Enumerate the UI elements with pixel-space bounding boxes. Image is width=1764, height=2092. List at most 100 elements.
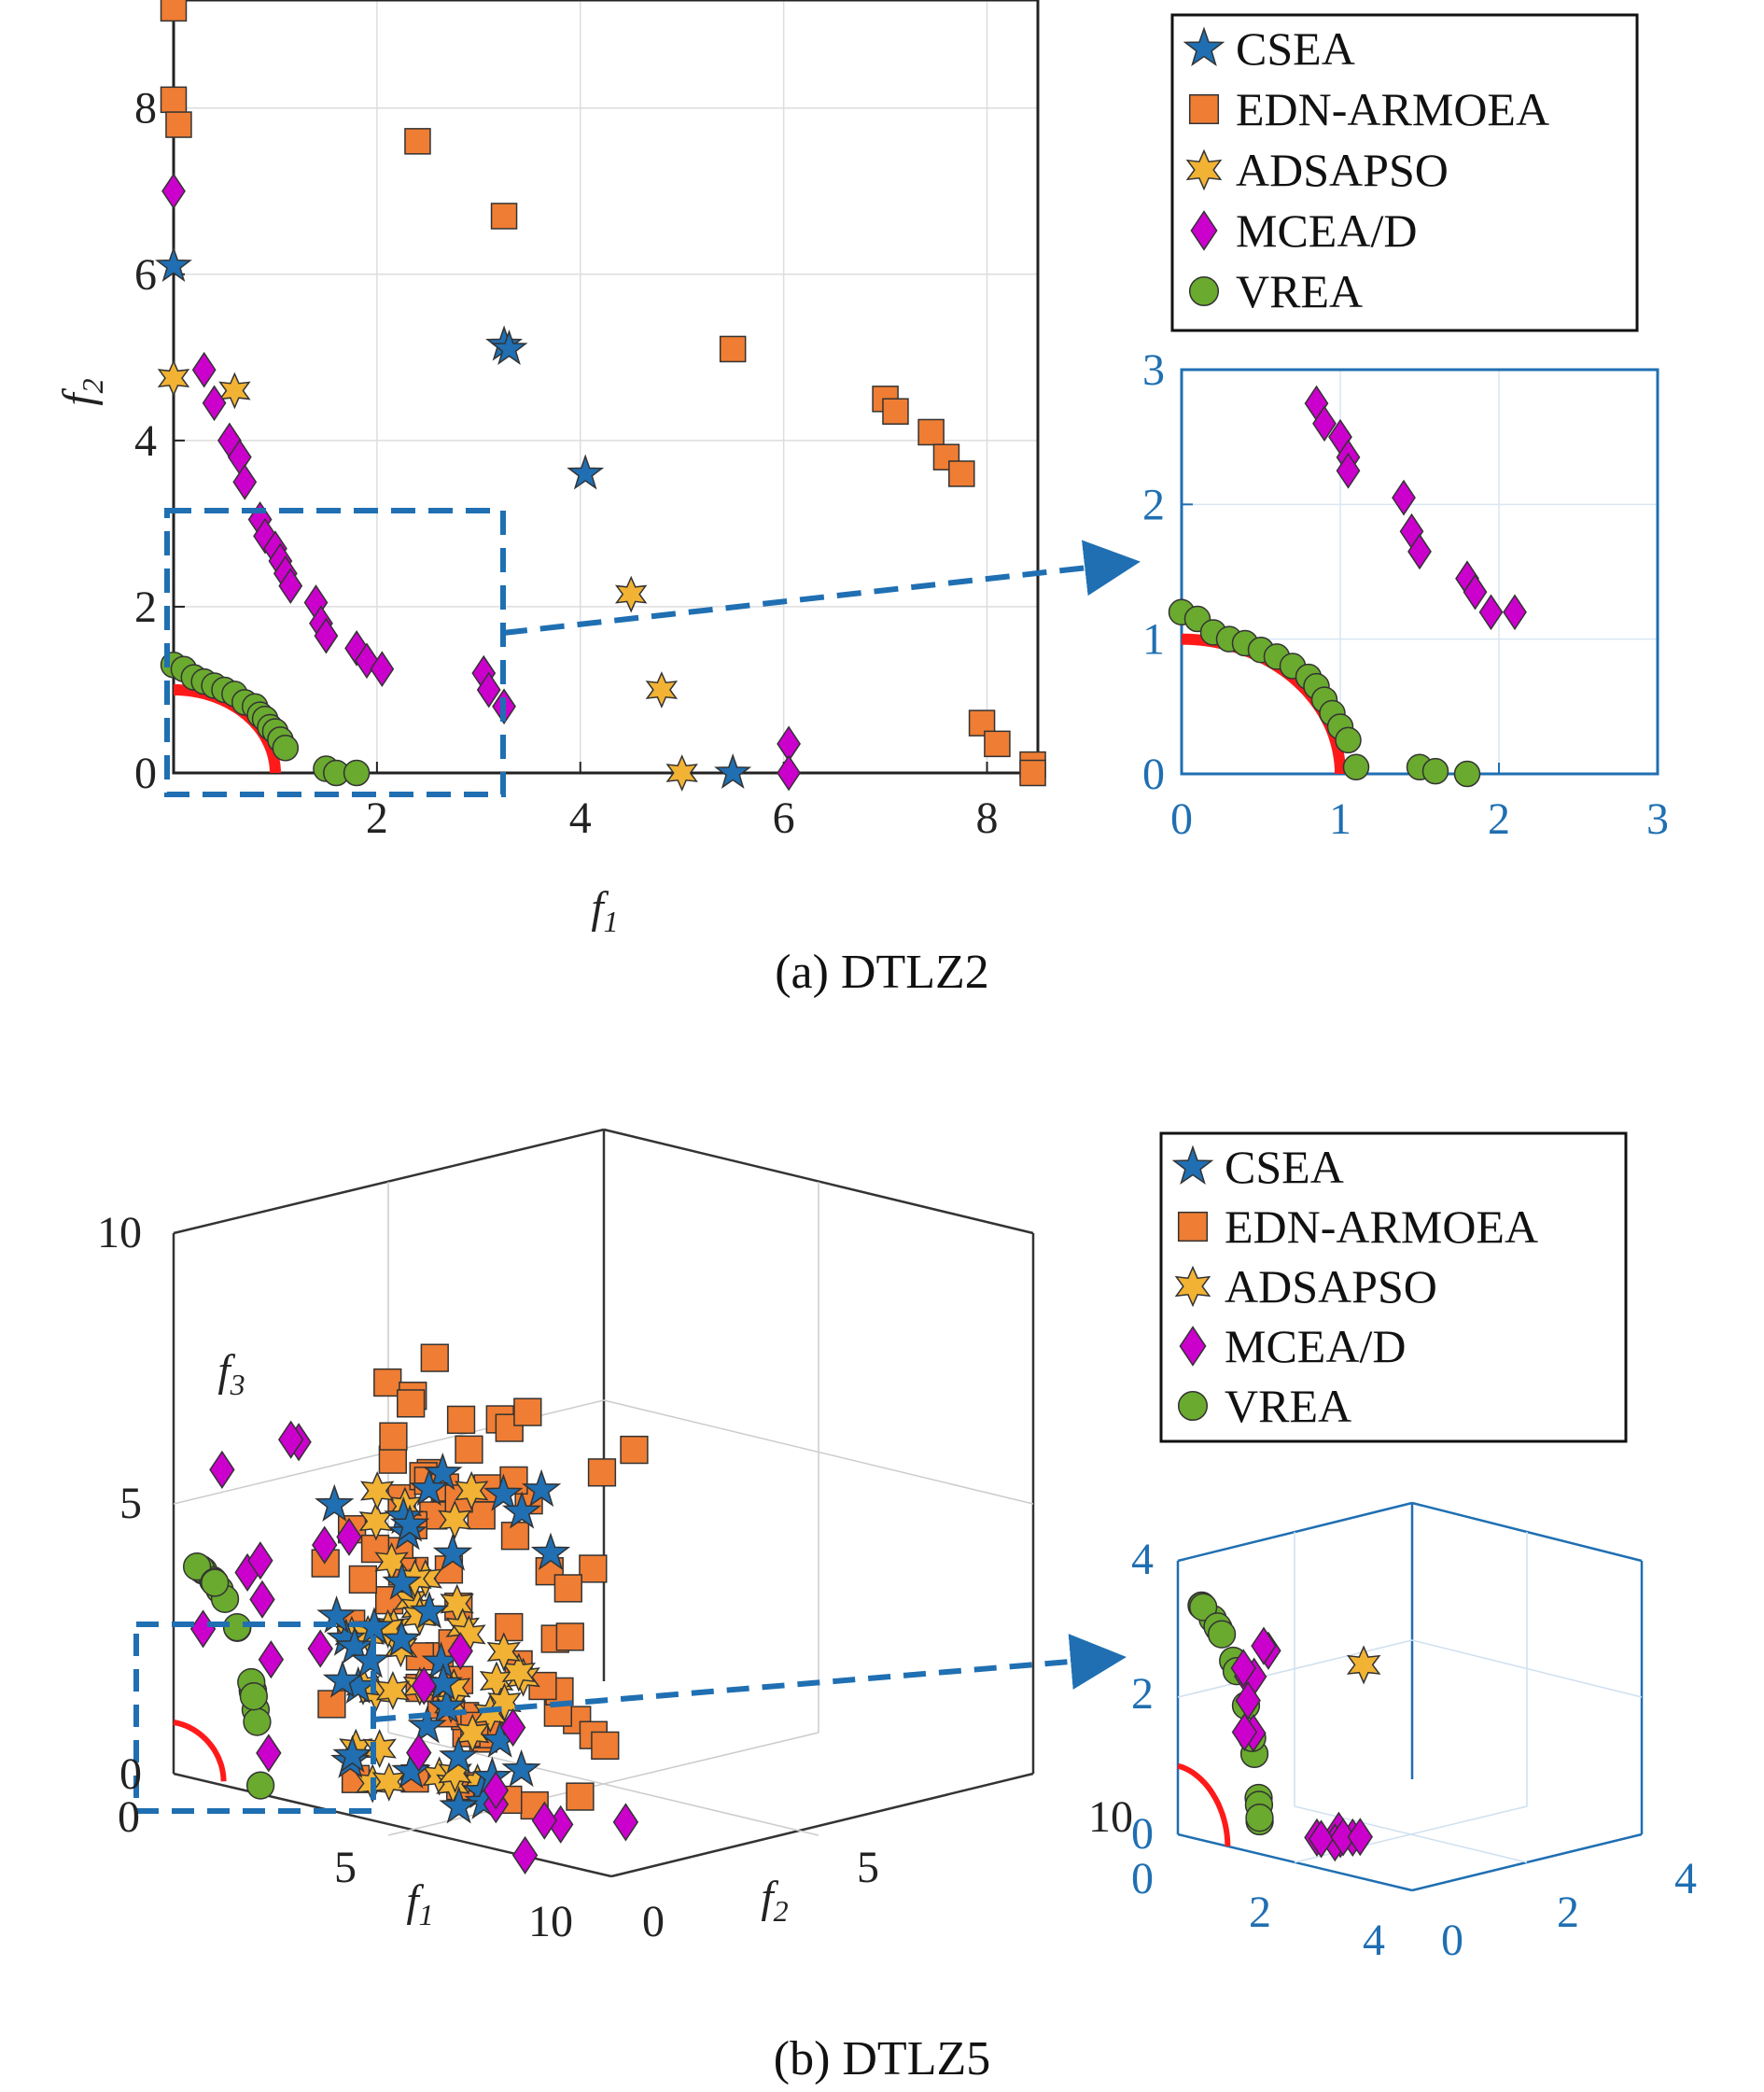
dtlz5-zoom-tick-z-4: 4 <box>1131 1535 1154 1584</box>
point-mcea-d <box>307 1629 333 1668</box>
dtlz5-tick-z-0: 0 <box>119 1749 142 1799</box>
point-csea <box>501 1748 541 1788</box>
legend-label-adsapso: ADSAPSO <box>1225 1260 1437 1313</box>
point-mcea-d <box>1336 452 1361 489</box>
tick-label-y: 4 <box>134 416 157 466</box>
point-mcea-d <box>476 671 501 709</box>
point-mcea-d <box>370 651 395 688</box>
point-csea <box>332 1734 372 1773</box>
dtlz5-zoom-tick-x-4: 4 <box>1363 1916 1385 1965</box>
legend-marker-mcea-d <box>1190 210 1218 251</box>
tick-label-x: 2 <box>1488 794 1510 844</box>
point-csea <box>382 1619 422 1657</box>
point-csea <box>423 1453 463 1491</box>
legend-label-mcea-d: MCEA/D <box>1236 204 1417 257</box>
dtlz2-zoom-ticks: 0 1 2 3 0 1 2 3 <box>1142 345 1669 844</box>
dtlz2-main-ticks: 2 4 6 8 0 2 4 6 8 <box>134 84 999 843</box>
point-mcea-d <box>232 464 258 500</box>
tick-label-y: 2 <box>134 583 157 632</box>
point-vrea <box>222 1613 252 1642</box>
point-edn-armoea <box>404 128 431 155</box>
dtlz5-tick-x-5: 5 <box>334 1843 357 1892</box>
point-csea <box>714 753 752 790</box>
point-mcea-d <box>499 1707 526 1748</box>
point-edn-armoea <box>420 1343 449 1372</box>
point-vrea <box>239 1682 269 1711</box>
point-edn-armoea <box>317 1690 346 1719</box>
point-edn-armoea <box>587 1458 617 1487</box>
point-csea <box>315 1483 355 1523</box>
point-edn-armoea <box>455 1435 483 1464</box>
point-adsapso <box>665 754 698 792</box>
dtlz5-zoom-tick-x-2: 2 <box>1249 1888 1271 1937</box>
point-adsapso <box>375 1670 411 1711</box>
point-adsapso <box>454 1470 489 1510</box>
legend-marker-csea <box>1171 1144 1214 1186</box>
dtlz5-tick-x-0: 0 <box>118 1792 140 1842</box>
point-adsapso <box>438 1753 472 1793</box>
point-mcea-d <box>1503 594 1527 631</box>
point-edn-armoea <box>373 1368 402 1397</box>
dtlz2-zoom-plot: 0 1 2 3 0 1 2 3 <box>1142 345 1669 844</box>
point-mcea-d <box>1463 573 1488 611</box>
legend-label-edn-armoea: EDN-ARMOEA <box>1225 1200 1538 1253</box>
point-edn-armoea <box>882 398 909 425</box>
dtlz5-zoom-tick-y-2: 2 <box>1557 1888 1579 1937</box>
point-adsapso <box>362 1729 397 1769</box>
point-mcea-d <box>336 1517 362 1556</box>
dtlz2-zoom-points <box>1168 385 1527 788</box>
point-edn-armoea <box>160 0 188 22</box>
dtlz5-main-xlabel: f1 <box>406 1876 433 1931</box>
point-csea <box>567 454 605 490</box>
point-edn-armoea <box>591 1731 620 1761</box>
point-edn-armoea <box>165 111 192 138</box>
dtlz5-main-plot: 10 5 0 0 5 10 0 5 10 f1 f2 f3 <box>97 1128 1133 1946</box>
dtlz5-main-ylabel: f2 <box>761 1873 788 1928</box>
point-mcea-d <box>1478 594 1504 631</box>
legend-marker-vrea <box>1188 275 1220 307</box>
dtlz5-tick-z-10: 10 <box>97 1208 142 1257</box>
dtlz2-main-frame <box>172 0 1040 775</box>
point-vrea <box>245 1771 275 1800</box>
point-csea <box>382 1562 422 1600</box>
point-mcea-d <box>344 630 369 667</box>
point-edn-armoea <box>553 1574 582 1603</box>
point-edn-armoea <box>500 1522 530 1551</box>
point-edn-armoea <box>620 1435 649 1465</box>
tick-label-y: 1 <box>1142 615 1165 665</box>
point-edn-armoea <box>719 335 747 363</box>
point-edn-armoea <box>932 443 960 470</box>
point-mcea-d <box>1312 405 1337 442</box>
tick-label-y: 2 <box>1142 480 1165 529</box>
tick-label-x: 1 <box>1329 794 1351 844</box>
point-adsapso <box>614 575 648 613</box>
point-mcea-d <box>256 1734 282 1773</box>
point-mcea-d <box>312 1525 338 1565</box>
tick-label-y: 8 <box>134 84 157 133</box>
point-adsapso <box>645 671 679 709</box>
dtlz5-main-points <box>173 1343 649 1874</box>
point-mcea-d <box>511 1835 539 1874</box>
legend-marker-adsapso <box>1185 148 1223 191</box>
point-edn-armoea <box>160 86 188 114</box>
point-csea <box>501 1491 542 1529</box>
dtlz5-tick-y-10: 10 <box>1088 1792 1133 1842</box>
point-mcea-d <box>1230 1649 1256 1688</box>
point-edn-armoea <box>984 730 1011 758</box>
point-vrea <box>1245 1804 1274 1832</box>
dtlz2-zoom-region-box <box>164 508 506 797</box>
point-vrea <box>272 735 300 762</box>
legend-label-csea: CSEA <box>1225 1141 1344 1193</box>
dtlz2-zoom-frame <box>1180 368 1659 776</box>
point-csea <box>490 329 528 365</box>
point-mcea-d <box>258 1640 285 1679</box>
dtlz5-main-box <box>172 1128 1035 1878</box>
point-csea <box>439 1786 479 1824</box>
legend-frame <box>1159 1131 1628 1443</box>
point-csea <box>439 1736 479 1775</box>
tick-label-x: 8 <box>976 793 999 843</box>
point-mcea-d <box>1251 1626 1277 1665</box>
point-edn-armoea <box>495 1612 524 1642</box>
point-vrea <box>1342 753 1370 781</box>
